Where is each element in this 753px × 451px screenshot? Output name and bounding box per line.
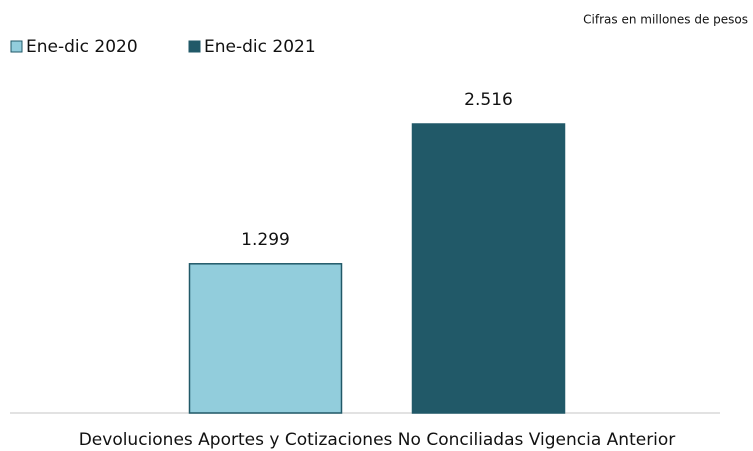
bar	[411, 123, 566, 414]
chart-subtitle: Cifras en millones de pesos	[583, 13, 748, 27]
legend-label: Ene-dic 2020	[26, 37, 138, 57]
data-label: 2.516	[464, 90, 513, 110]
legend-swatch	[188, 40, 201, 53]
legend-swatch	[10, 40, 23, 53]
x-tick-label: Devoluciones Aportes y Cotizaciones No C…	[79, 430, 676, 450]
bar	[188, 263, 343, 414]
data-label: 1.299	[241, 230, 290, 250]
legend-label: Ene-dic 2021	[204, 37, 316, 57]
